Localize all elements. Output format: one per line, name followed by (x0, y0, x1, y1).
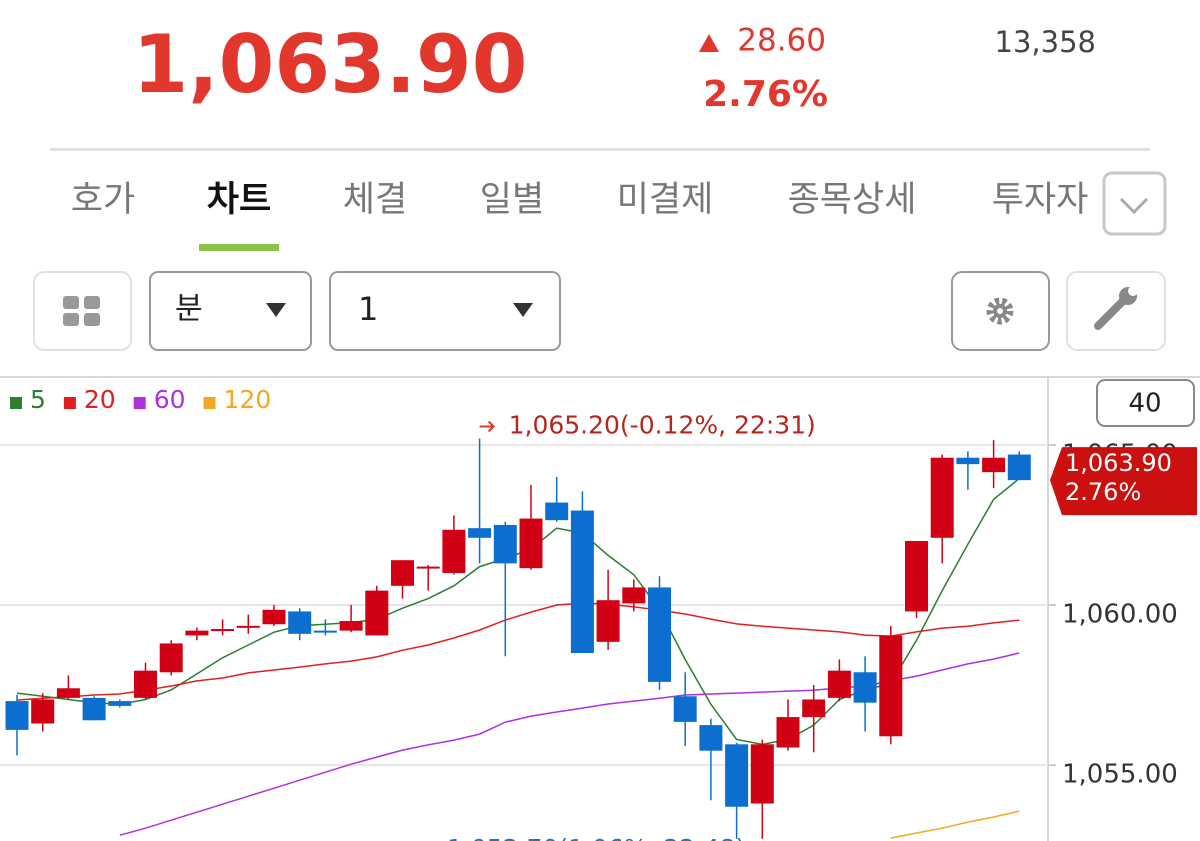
candle-body (236, 625, 260, 628)
candle-body (468, 528, 492, 538)
zoom-box[interactable] (1096, 379, 1195, 427)
candle-body (776, 717, 800, 748)
tab[interactable]: 미결제 (617, 180, 714, 220)
candle-body (699, 725, 723, 751)
candle-body (853, 672, 877, 703)
candle-body (956, 457, 980, 465)
tab[interactable]: 투자자 (992, 180, 1089, 220)
max-annotation: 1,065.20(-0.12%, 22:31) (509, 411, 816, 440)
ma-line (890, 810, 1020, 839)
candle-body (391, 560, 414, 586)
wrench-icon (1128, 286, 1138, 296)
change-percent: 2.76% (703, 74, 828, 115)
dropdown-arrow (266, 303, 286, 317)
candle-body (31, 699, 55, 724)
candle-body (134, 670, 157, 698)
legend-label: 120 (224, 385, 272, 414)
candle-body (905, 540, 928, 612)
legend-swatch (10, 397, 22, 409)
price-change: 28.60 (737, 23, 826, 59)
y-tick-label: 1,055.00 (1062, 760, 1178, 790)
tab-menu-button[interactable] (1102, 171, 1167, 236)
candle-body (262, 609, 286, 625)
volume: 13,358 (995, 25, 1096, 59)
gear-icon (986, 297, 1014, 325)
candle-body (725, 744, 749, 807)
candle-body (673, 696, 697, 722)
legend-swatch (133, 397, 146, 409)
candle-body (519, 518, 543, 569)
layout-button[interactable] (33, 271, 132, 351)
candle-body (365, 590, 389, 636)
candle-body (82, 697, 106, 721)
candle-body (802, 699, 826, 718)
active-tab-underline (199, 244, 279, 251)
candle-body (622, 587, 646, 604)
legend-label: 5 (30, 385, 46, 414)
candle-body (1007, 454, 1031, 481)
price-tag (1050, 447, 1197, 516)
candle-body (982, 457, 1006, 473)
candle-body (56, 688, 80, 698)
candle-body (570, 510, 594, 654)
tab[interactable]: 일별 (480, 180, 544, 220)
candle-body (211, 629, 235, 632)
candle-body (879, 635, 903, 737)
min-annotation: 1,052.70(1.06%, 22:48) (447, 834, 745, 841)
up-arrow (699, 34, 719, 52)
interval-dropdown[interactable] (329, 271, 561, 351)
tab[interactable]: 차트 (207, 180, 271, 220)
grid-icon (84, 296, 100, 309)
grid-icon (63, 296, 79, 309)
candle-body (185, 630, 209, 636)
price-tag-percent: 2.76% (1065, 478, 1141, 506)
divider (50, 148, 1150, 151)
current-price: 1,063.90 (133, 18, 528, 111)
annotation-arrow (487, 420, 496, 433)
tab[interactable]: 체결 (343, 180, 407, 220)
unit-dropdown[interactable] (149, 271, 312, 351)
candle-body (827, 670, 851, 698)
grid-icon (84, 313, 100, 326)
tab[interactable]: 호가 (71, 180, 135, 220)
candle-body (339, 621, 363, 631)
chevron-icon (1119, 197, 1149, 215)
tab-bar: 호가 차트 체결 일별 미결제 종목상세 투자자 (71, 180, 1089, 220)
candle-body (159, 643, 183, 673)
ma-line (16, 602, 1020, 701)
legend-label: 20 (84, 385, 116, 414)
y-tick-label: 1,060.00 (1062, 600, 1178, 630)
candle-body (5, 701, 29, 730)
candle-body (493, 524, 517, 564)
candle-body (416, 566, 440, 569)
candle-body (930, 457, 954, 538)
candle-body (648, 587, 671, 682)
ma-line (16, 477, 1020, 746)
visible-count: 40 (1128, 389, 1161, 419)
plot-area: 1,055.001,060.001,065.00520601201,065.20… (0, 385, 1197, 841)
dropdown-arrow (513, 303, 533, 317)
legend-swatch (203, 397, 216, 409)
unit-value: 분 (175, 292, 203, 327)
legend-label: 60 (154, 385, 186, 414)
candle-body (288, 611, 312, 634)
legend-swatch (63, 397, 76, 409)
gear-icon (997, 308, 1003, 314)
candle-body (596, 600, 620, 642)
wrench-icon (1094, 296, 1128, 330)
candle-body (313, 630, 337, 633)
candle-body (750, 744, 774, 804)
candle-body (442, 529, 466, 573)
price-tag-value: 1,063.90 (1065, 449, 1172, 477)
grid-icon (63, 313, 79, 326)
candle-body (108, 701, 132, 706)
interval-value: 1 (358, 290, 378, 328)
candle-body (545, 502, 569, 521)
tab[interactable]: 종목상세 (788, 180, 917, 220)
